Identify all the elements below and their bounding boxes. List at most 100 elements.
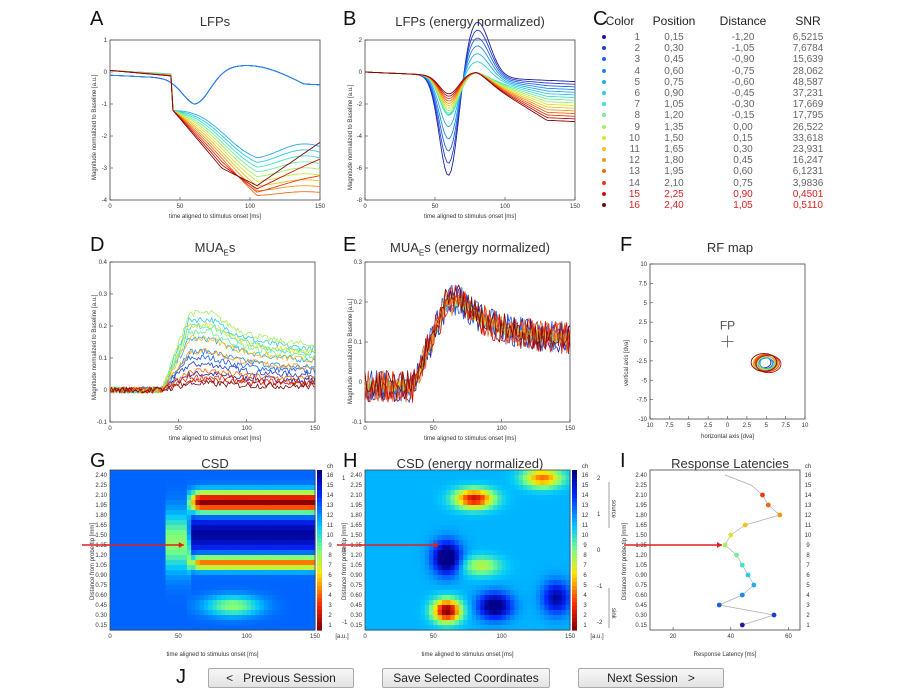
heatmap-cell — [255, 570, 261, 576]
heatmap-cell — [441, 515, 447, 521]
heatmap-cell — [156, 550, 162, 556]
heatmap-cell — [238, 600, 243, 606]
heatmap-cell — [454, 555, 460, 561]
heatmap-cell — [272, 535, 278, 541]
heatmap-cell — [242, 540, 248, 546]
colorbar-segment — [317, 618, 322, 623]
heatmap-cell — [544, 535, 550, 541]
heatmap-cell — [373, 570, 379, 576]
heatmap-cell — [216, 490, 222, 496]
x-tick-label: 150 — [570, 204, 581, 210]
x-tick-label: 5 — [687, 423, 691, 429]
heatmap-cell — [377, 615, 383, 621]
heatmap-cell — [306, 500, 312, 506]
heatmap-cell — [212, 520, 218, 526]
heatmap-cell — [463, 575, 469, 581]
save-selected-coordinates-button[interactable]: Save Selected Coordinates — [382, 668, 550, 688]
heatmap-cell — [548, 485, 554, 491]
heatmap-cell — [263, 550, 269, 556]
heatmap-cell — [433, 625, 439, 631]
heatmap-cell — [390, 525, 396, 531]
heatmap-cell — [118, 535, 124, 541]
heatmap-cell — [488, 495, 494, 501]
heatmap-cell — [199, 475, 205, 481]
heatmap-cell — [552, 615, 558, 621]
heatmap-cell — [540, 605, 545, 611]
heatmap-cell — [399, 560, 405, 566]
heatmap-cell — [310, 480, 316, 486]
heatmap-cell — [118, 620, 124, 626]
previous-session-button[interactable]: < Previous Session — [208, 668, 354, 688]
latency-point — [760, 492, 765, 498]
heatmap-cell — [518, 540, 524, 546]
colorbar-segment — [572, 570, 577, 575]
heatmap-cell — [186, 545, 192, 551]
heatmap-cell — [280, 540, 286, 546]
heatmap-cell — [259, 600, 265, 606]
heatmap-cell — [399, 480, 405, 486]
heatmap-cell — [156, 480, 162, 486]
panel-letter-d: D — [90, 234, 105, 256]
heatmap-cell — [203, 550, 209, 556]
heatmap-cell — [144, 600, 150, 606]
heatmap-cell — [293, 625, 299, 631]
heatmap-cell — [429, 470, 434, 476]
heatmap-cell — [510, 490, 516, 496]
heatmap-cell — [535, 555, 541, 561]
heatmap-cell — [552, 595, 558, 601]
heatmap-cell — [208, 470, 214, 476]
heatmap-cell — [161, 590, 167, 596]
x-tick-label: 100 — [497, 426, 508, 432]
heatmap-cell — [540, 585, 545, 591]
heatmap-cell — [216, 585, 222, 591]
heatmap-cell — [501, 530, 507, 536]
heatmap-cell — [221, 580, 226, 586]
heatmap-cell — [250, 470, 256, 476]
heatmap-cell — [289, 585, 295, 591]
heatmap-cell — [390, 575, 396, 581]
heatmap-cell — [552, 490, 558, 496]
heatmap-cell — [471, 490, 477, 496]
heatmap-cell — [399, 595, 405, 601]
heatmap-cell — [242, 510, 248, 516]
heatmap-cell — [285, 620, 290, 626]
heatmap-cell — [480, 485, 486, 491]
heatmap-cell — [407, 555, 413, 561]
heatmap-cell — [565, 550, 571, 556]
heatmap-cell — [463, 490, 469, 496]
heatmap-cell — [488, 540, 494, 546]
heatmap-cell — [122, 560, 128, 566]
heatmap-cell — [285, 570, 290, 576]
heatmap-cell — [250, 595, 256, 601]
heatmap-cell — [276, 610, 282, 616]
x-tick-label: 2.5 — [704, 423, 713, 429]
next-session-button[interactable]: Next Session > — [578, 668, 724, 688]
heatmap-cell — [255, 595, 261, 601]
heatmap-cell — [148, 480, 154, 486]
heatmap-cell — [186, 575, 192, 581]
heatmap-cell — [293, 520, 299, 526]
heatmap-cell — [135, 590, 141, 596]
heatmap-cell — [178, 505, 184, 511]
heatmap-cell — [289, 525, 295, 531]
heatmap-cell — [369, 545, 375, 551]
heatmap-cell — [246, 545, 252, 551]
heatmap-cell — [403, 485, 409, 491]
x-tick-label: 150 — [315, 204, 326, 210]
heatmap-cell — [255, 620, 261, 626]
heatmap-cell — [259, 565, 265, 571]
heatmap-cell — [293, 580, 299, 586]
channel-position: 2,40 — [664, 200, 684, 211]
heatmap-cell — [535, 615, 541, 621]
heatmap-cell — [195, 475, 201, 481]
heatmap-cell — [441, 605, 447, 611]
heatmap-cell — [174, 565, 179, 571]
heatmap-cell — [458, 560, 464, 566]
heatmap-cell — [476, 610, 481, 616]
heatmap-cell — [135, 535, 141, 541]
heatmap-cell — [454, 540, 460, 546]
heatmap-cell — [386, 605, 392, 611]
heatmap-cell — [501, 580, 507, 586]
heatmap-cell — [216, 480, 222, 486]
heatmap-cell — [186, 610, 192, 616]
